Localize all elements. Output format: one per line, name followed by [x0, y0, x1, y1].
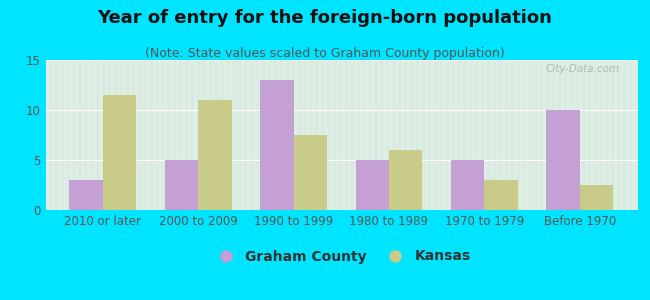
Bar	[451, 160, 484, 210]
Bar	[198, 100, 231, 210]
Bar	[484, 180, 518, 210]
Legend: Graham County, Kansas: Graham County, Kansas	[207, 244, 476, 269]
Bar	[294, 135, 327, 210]
Bar	[164, 160, 198, 210]
Bar	[580, 185, 613, 210]
Bar	[260, 80, 294, 210]
Text: Year of entry for the foreign-born population: Year of entry for the foreign-born popul…	[98, 9, 552, 27]
Bar	[103, 95, 136, 210]
Bar	[70, 180, 103, 210]
Text: City-Data.com: City-Data.com	[545, 64, 619, 74]
Bar	[356, 160, 389, 210]
Bar	[547, 110, 580, 210]
Bar	[389, 150, 422, 210]
Text: (Note: State values scaled to Graham County population): (Note: State values scaled to Graham Cou…	[145, 46, 505, 59]
